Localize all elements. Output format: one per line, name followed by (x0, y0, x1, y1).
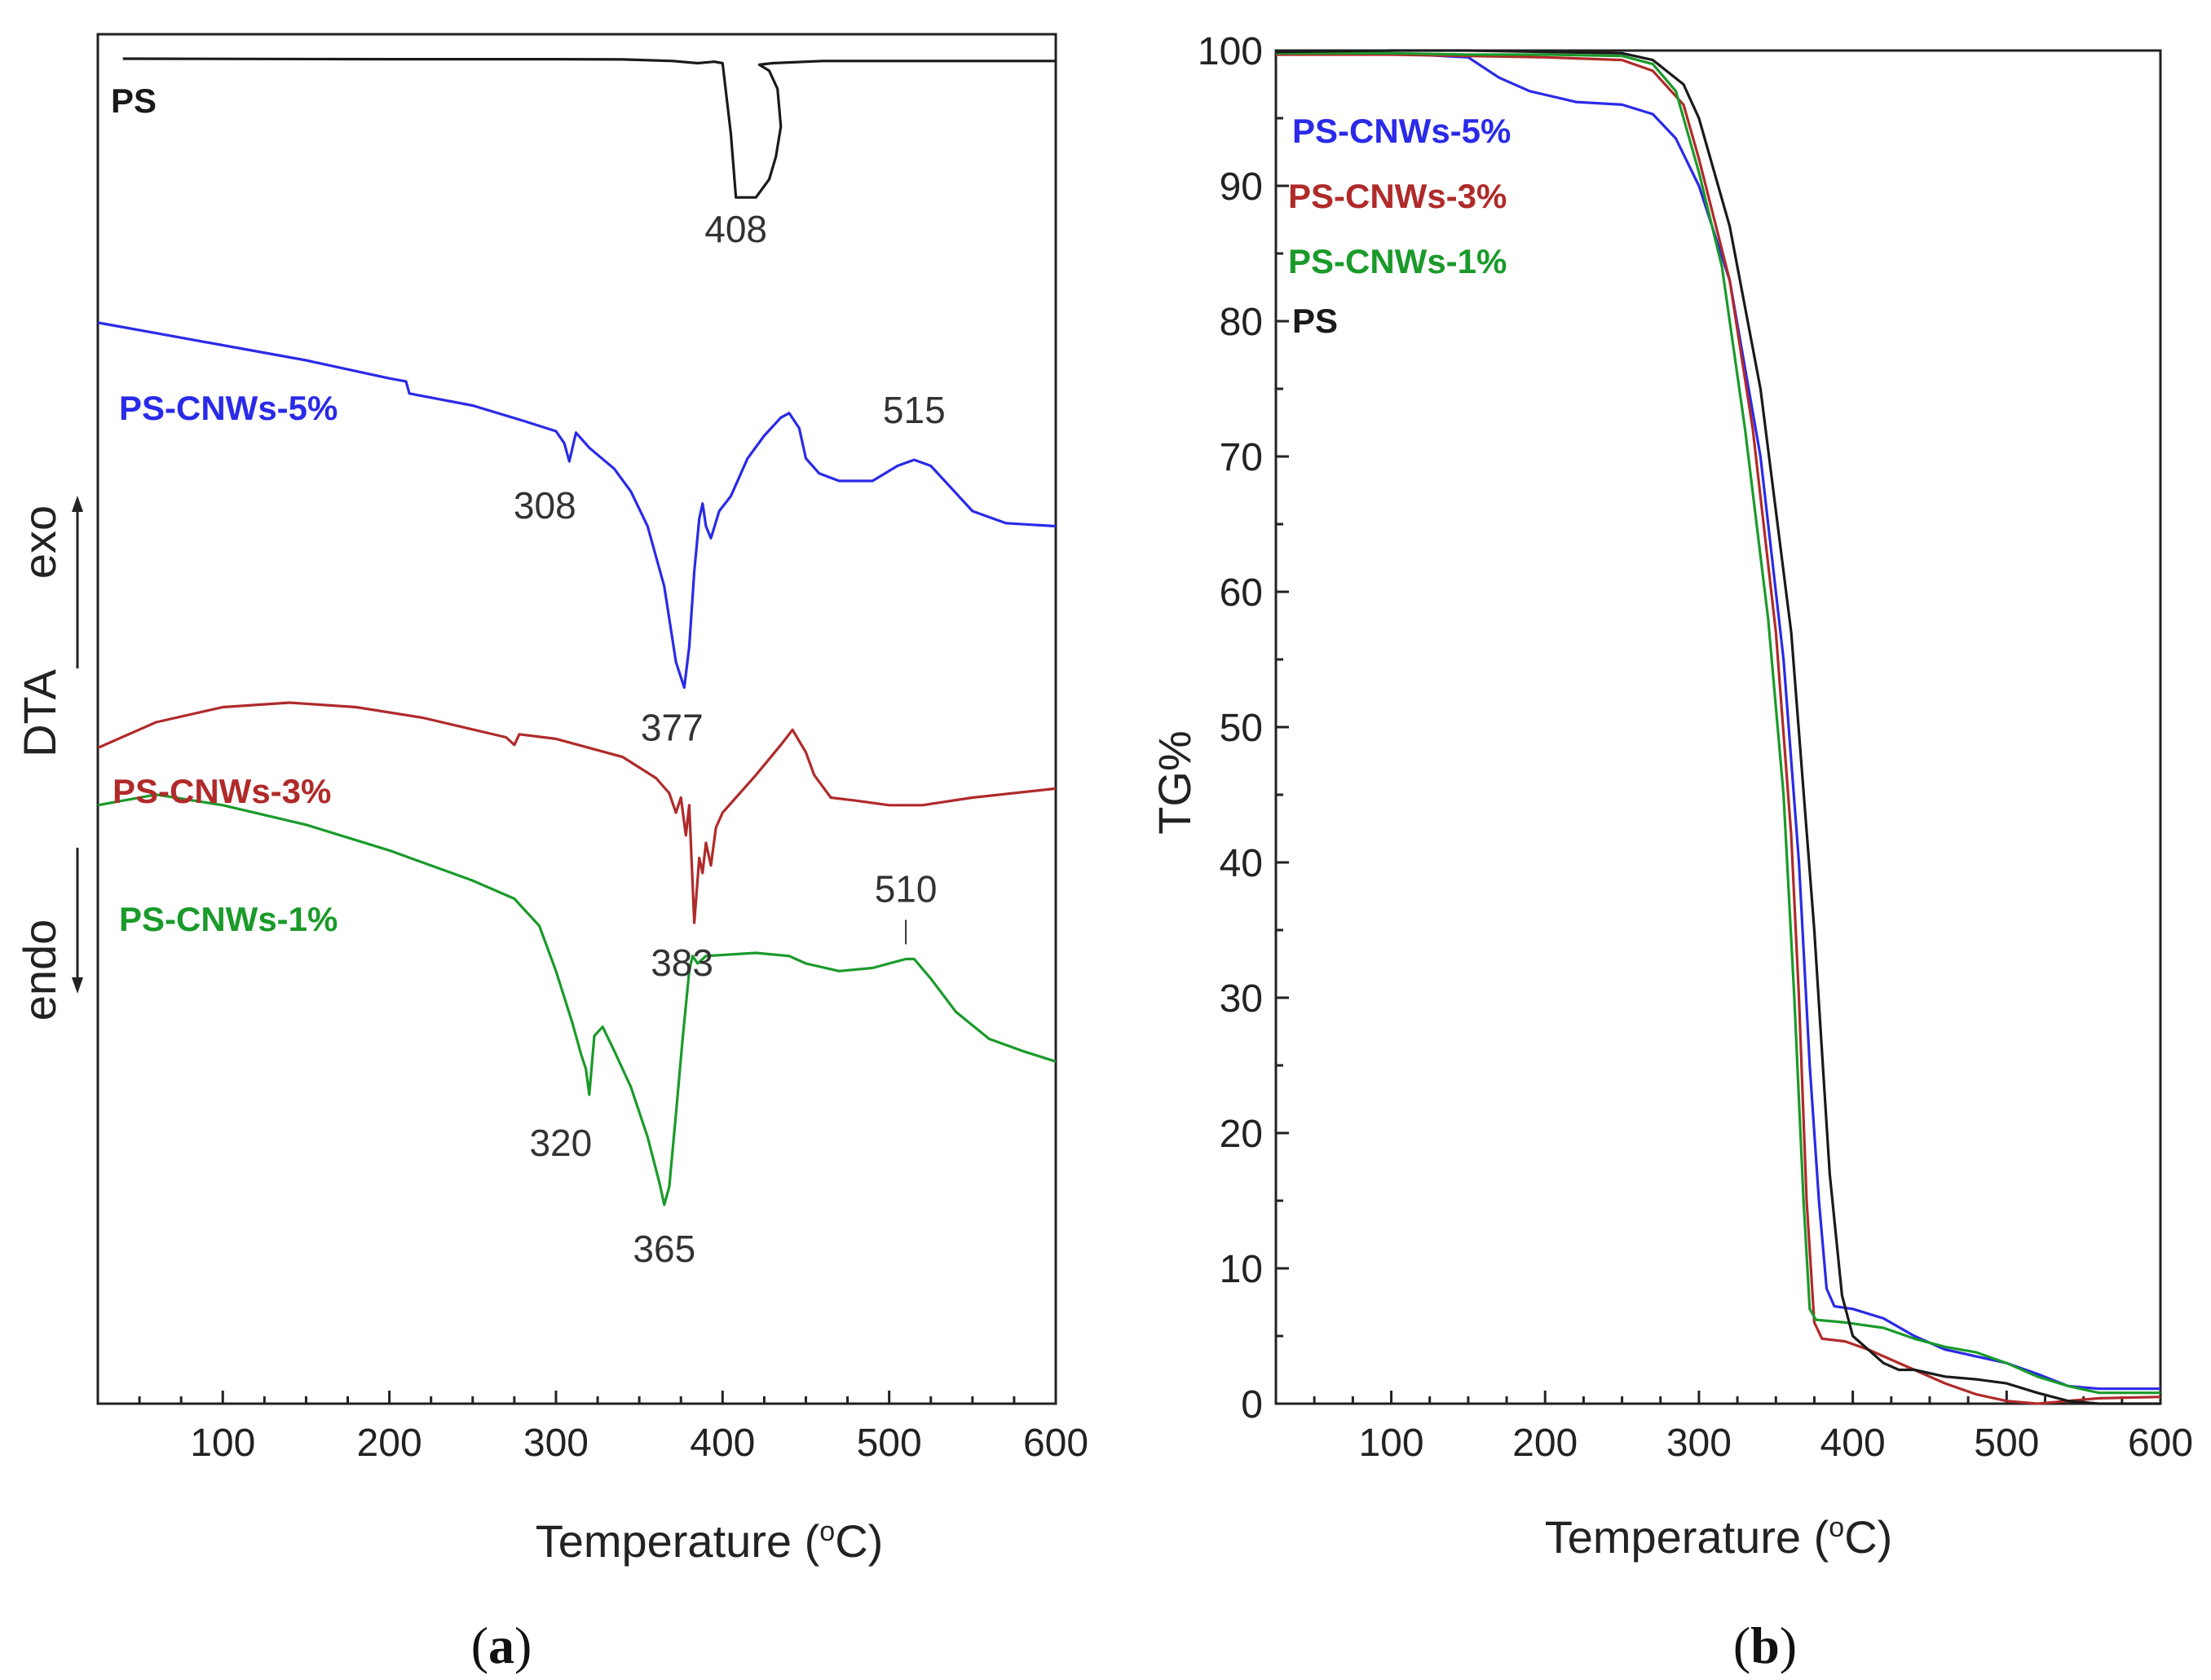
panel-b-ticks: 100 200 300 400 500 600 0 10 20 30 40 50 60 70 80 90 100 (1198, 30, 2193, 1465)
b-y-tick-label: 50 (1220, 707, 1263, 750)
a-series-line-ps-cnws-5pct (97, 321, 1057, 690)
b-legend-1pct: PS-CNWs-1% (1288, 242, 1507, 280)
b-legend-ps: PS (1292, 302, 1338, 340)
a-annotation-308: 308 (514, 484, 576, 527)
b-x-tick-label: 200 (1512, 1422, 1578, 1465)
panel-a-plot-frame (96, 33, 1057, 1405)
a-x-tick-label: 300 (523, 1422, 589, 1465)
panel-label-b: (b) (1733, 1616, 1797, 1674)
b-y-tick-label: 40 (1220, 842, 1263, 885)
b-series-line-ps (1275, 49, 2160, 1405)
a-x-tick-label: 200 (357, 1422, 422, 1465)
panel-b: 100 200 300 400 500 6000102030405060708090100… (1149, 30, 2193, 1674)
a-x-label: Temperature (oC) (536, 1515, 884, 1567)
a-series-line-ps-cnws-1pct (97, 793, 1057, 1206)
b-y-tick-label: 10 (1220, 1248, 1263, 1291)
a-ylabel-dta: DTA (14, 668, 65, 756)
a-annotation-515: 515 (883, 389, 946, 431)
a-annotation-408: 408 (704, 208, 767, 250)
b-x-tick-label: 600 (2128, 1422, 2193, 1465)
b-y-tick-label: 20 (1220, 1113, 1263, 1156)
a-exo-arrow (72, 496, 83, 668)
panel-label-a: (a) (471, 1616, 532, 1674)
b-y-tick-label: 80 (1220, 301, 1263, 344)
b-y-tick-label: 30 (1220, 977, 1263, 1021)
a-series-line-ps (122, 57, 1056, 199)
b-legend-5pct: PS-CNWs-5% (1292, 112, 1511, 150)
b-x-tick-label: 100 (1358, 1422, 1423, 1465)
b-series-line-ps-cnws-5pct (1276, 51, 2160, 1391)
panel-a-x-ticks: 100 200 300 400 500 600 (138, 1391, 1088, 1465)
b-y-label: TG% (1149, 730, 1200, 835)
panel-a-series (97, 57, 1057, 1206)
b-y-tick-label: 60 (1220, 571, 1263, 615)
a-label-1pct: PS-CNWs-1% (119, 900, 338, 938)
b-y-tick-label: 90 (1220, 165, 1263, 209)
a-ylabel-exo: exo (14, 505, 65, 579)
b-x-tick-label: 300 (1666, 1422, 1732, 1465)
b-series-line-ps-cnws-1pct (1276, 51, 2160, 1395)
b-y-tick-label: 0 (1241, 1383, 1263, 1426)
a-y-label: endo DTA exo (14, 505, 65, 1021)
panel-b-series (1275, 49, 2161, 1405)
a-label-ps: PS (111, 82, 157, 120)
b-y-tick-label: 100 (1198, 30, 1263, 73)
a-annotation-510: 510 (875, 867, 938, 910)
panel-a-annotations: 408 308 515 377 383 510 320 365 (514, 208, 946, 1270)
a-x-tick-label: 400 (690, 1422, 755, 1465)
a-x-tick-label: 600 (1023, 1422, 1088, 1465)
b-series-line-ps-cnws-3pct (1276, 53, 2161, 1405)
a-endo-arrow (72, 848, 83, 994)
b-y-tick-label: 70 (1220, 436, 1263, 479)
a-label-3pct: PS-CNWs-3% (113, 772, 331, 810)
b-x-tick-label: 400 (1820, 1422, 1886, 1465)
a-x-tick-label: 100 (190, 1422, 255, 1465)
a-annotation-365: 365 (633, 1228, 695, 1270)
b-legend-3pct: PS-CNWs-3% (1288, 177, 1507, 215)
a-label-5pct: PS-CNWs-5% (119, 389, 338, 427)
b-x-tick-label: 500 (1974, 1422, 2039, 1465)
a-annotation-320: 320 (529, 1122, 592, 1164)
a-ylabel-endo: endo (14, 919, 65, 1021)
panel-a: 100 200 300 400 500 600 408 308 515 377 383 510 320… (14, 33, 1088, 1674)
a-annotation-383: 383 (651, 941, 713, 984)
a-annotation-377: 377 (641, 706, 704, 748)
a-x-tick-label: 500 (857, 1422, 922, 1465)
a-series-line-ps-cnws-3pct (97, 701, 1057, 924)
b-x-label: Temperature (oC) (1545, 1511, 1893, 1563)
